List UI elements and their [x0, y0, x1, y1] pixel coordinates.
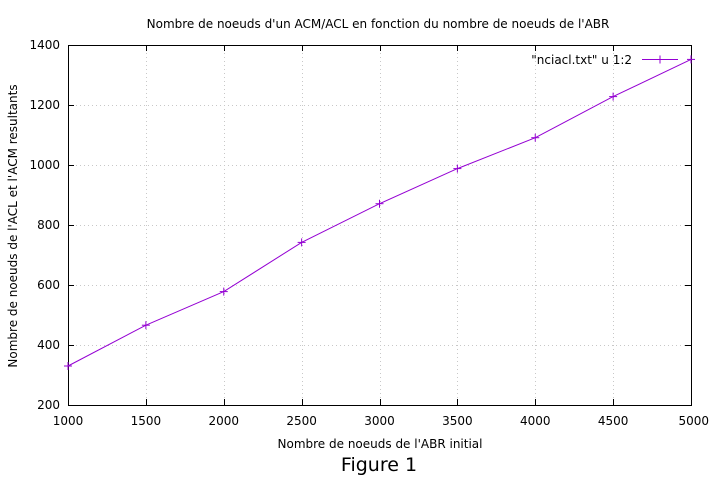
x-axis-tick-labels: 1000 1500 2000 2500 3000 3500 4000 4500 5000: [53, 414, 709, 428]
x-tick-label: 2000: [208, 414, 239, 428]
x-tick-label: 1500: [131, 414, 162, 428]
chart-title: Nombre de noeuds d'un ACM/ACL en fonctio…: [147, 17, 610, 31]
x-tick-label: 3000: [364, 414, 395, 428]
y-tick-label: 1400: [29, 38, 60, 52]
y-tick-label: 1000: [29, 158, 60, 172]
x-tick-label: 4500: [598, 414, 629, 428]
data-point-marker: [531, 133, 540, 142]
x-tick-label: 5000: [678, 414, 709, 428]
x-axis-title: Nombre de noeuds de l'ABR initial: [278, 437, 483, 451]
data-point-marker: [609, 92, 618, 101]
series-layer: [64, 55, 695, 370]
y-tick-label: 1200: [29, 98, 60, 112]
legend-plus-marker: [656, 55, 664, 64]
y-tick-label: 400: [37, 338, 60, 352]
y-tick-label: 600: [37, 278, 60, 292]
grid-lines: [68, 45, 691, 405]
legend: "nciacl.txt" u 1:2: [531, 53, 678, 67]
axis-ticks: [68, 45, 692, 406]
data-point-marker: [687, 55, 695, 64]
data-point-marker: [375, 199, 384, 208]
legend-label: "nciacl.txt" u 1:2: [531, 53, 632, 67]
y-axis-tick-labels: 200 400 600 800 1000 1200 1400: [29, 38, 60, 412]
data-point-marker: [64, 362, 72, 370]
data-point-marker: [453, 164, 462, 173]
data-point-marker: [219, 287, 228, 296]
figure-caption: Figure 1: [340, 454, 418, 476]
y-tick-label: 800: [37, 218, 60, 232]
legend-swatch-marker: [656, 55, 664, 64]
x-tick-label: 1000: [53, 414, 84, 428]
y-axis-title: Nombre de noeuds de l'ACL et l'ACM resul…: [6, 84, 20, 367]
data-point-marker: [141, 321, 150, 330]
x-tick-label: 2500: [286, 414, 317, 428]
x-tick-label: 3500: [442, 414, 473, 428]
y-tick-label: 200: [37, 398, 60, 412]
data-point-marker: [297, 238, 306, 247]
x-tick-label: 4000: [520, 414, 551, 428]
